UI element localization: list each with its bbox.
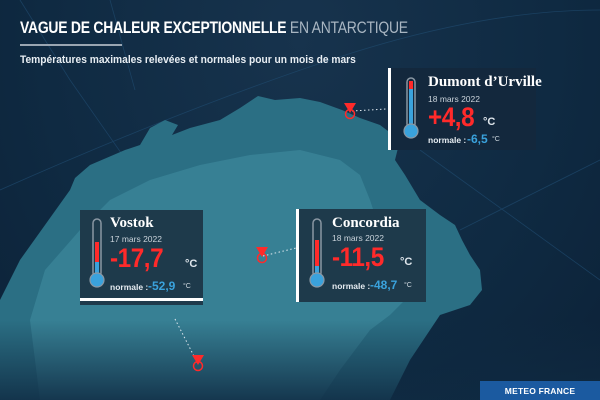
normal-unit: °C — [404, 282, 412, 289]
record-temperature: -11,5 — [332, 242, 384, 272]
station-name: Vostok — [110, 215, 154, 231]
normal-unit: °C — [183, 283, 191, 290]
page-title: VAGUE DE CHALEUR EXCEPTIONNELLE EN ANTAR… — [20, 18, 408, 38]
temperature-unit: °C — [185, 258, 198, 270]
normal-label: normale : — [332, 281, 371, 291]
meteo-france-logo: METEO FRANCE — [480, 381, 600, 400]
leader-lines — [174, 108, 387, 365]
normal-label: normale : — [110, 282, 149, 292]
station-card-dumont: Dumont d’Urville 18 mars 2022 +4,8 °C no… — [388, 68, 542, 150]
temperature-unit: °C — [400, 256, 413, 268]
station-card-vostok: Vostok 17 mars 2022 -17,7 °C normale : -… — [80, 210, 203, 305]
graticule — [0, 0, 600, 281]
temperature-unit: °C — [483, 116, 496, 128]
station-date: 18 mars 2022 — [428, 94, 480, 104]
card-accent-bar — [388, 68, 391, 150]
station-marker-vostok[interactable] — [192, 355, 204, 372]
normal-unit: °C — [492, 136, 500, 143]
thermometer-icon — [89, 218, 105, 288]
card-accent-bar — [80, 298, 203, 301]
title-divider — [20, 44, 122, 46]
station-date: 17 mars 2022 — [110, 234, 162, 244]
normal-label: normale : — [428, 135, 467, 145]
station-date: 18 mars 2022 — [332, 233, 384, 243]
title-bold: VAGUE DE CHALEUR EXCEPTIONNELLE — [20, 18, 287, 37]
normal-temperature: -52,9 — [148, 279, 176, 293]
station-name: Dumont d’Urville — [428, 74, 542, 90]
subtitle: Températures maximales relevées et norma… — [20, 54, 356, 66]
station-card-concordia: Concordia 18 mars 2022 -11,5 °C normale … — [296, 209, 426, 302]
station-marker-concordia[interactable] — [256, 247, 268, 264]
thermometer-icon — [309, 218, 325, 288]
station-marker-dumont[interactable] — [344, 103, 356, 120]
record-temperature: -17,7 — [110, 243, 164, 273]
title-light: EN ANTARCTIQUE — [286, 18, 408, 37]
thermometer-icon — [403, 77, 419, 139]
card-accent-bar — [296, 209, 299, 302]
normal-temperature: -6,5 — [467, 132, 488, 146]
station-name: Concordia — [332, 215, 400, 231]
record-temperature: +4,8 — [428, 102, 475, 132]
normal-temperature: -48,7 — [370, 278, 398, 292]
